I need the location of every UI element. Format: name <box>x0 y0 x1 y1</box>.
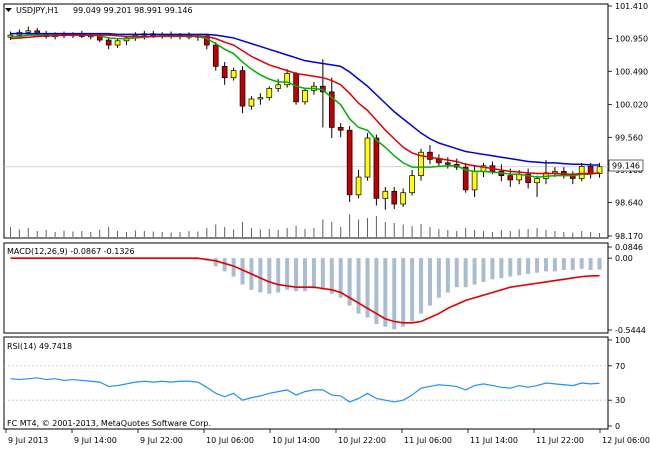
rsi-polyline <box>10 377 600 403</box>
price-pane-frame <box>3 3 609 239</box>
rsi-axis-label: 0 <box>615 422 620 431</box>
candle-body <box>337 127 344 131</box>
macd-axis-label: 0.00 <box>615 254 633 263</box>
ma-slow-line <box>10 32 600 166</box>
rsi-level-lines <box>4 365 608 401</box>
ma-fast-line <box>10 34 600 178</box>
candle-body <box>409 175 415 194</box>
candle-body <box>462 166 469 191</box>
time-axis-label: 9 Jul 14:00 <box>74 436 117 445</box>
candle-body <box>436 158 442 164</box>
candle-body <box>293 73 299 103</box>
candle-body <box>552 171 558 174</box>
price-axis-label: 99.560 <box>615 133 643 142</box>
candle-body <box>328 91 335 128</box>
candle-body <box>534 178 540 184</box>
symbol-title: USDJPY,H1 <box>16 6 59 15</box>
macd-axis-label: 0.0846 <box>615 243 643 252</box>
rsi-line <box>10 377 600 403</box>
macd-histogram <box>204 258 602 330</box>
ma-mid-line <box>10 34 600 175</box>
rsi-axis-label: 70 <box>615 362 625 371</box>
ohlc-readout: 99.049 99.201 98.991 99.146 <box>73 6 193 15</box>
candle-body <box>596 166 603 174</box>
price-axis-label: 98.170 <box>615 232 643 241</box>
candle-body <box>507 175 514 181</box>
current-price-label: 99.146 <box>612 162 640 171</box>
current-price-badge <box>608 159 644 172</box>
time-axis-label: 9 Jul 2013 <box>8 436 48 445</box>
candle-body <box>382 190 389 199</box>
rsi-pane[interactable]: 100 70 30 0 RSI(14) 49.7418 FC MT4, © 2001-… <box>3 336 630 431</box>
candle-body <box>275 84 282 89</box>
price-axis: 101.410100.950100.490100.02099.56099.100… <box>608 2 648 241</box>
time-axis-label: 11 Jul 22:00 <box>536 436 584 445</box>
candle-body <box>105 39 112 46</box>
price-axis-label: 100.020 <box>615 101 648 110</box>
rsi-axis: 100 70 30 0 <box>608 336 630 431</box>
copyright-footer: FC MT4, © 2001-2013, MetaQuotes Software… <box>7 419 211 428</box>
volume-bars <box>9 214 601 237</box>
candle-body <box>578 166 585 179</box>
candle-body <box>221 65 228 79</box>
time-axis-label: 11 Jul 06:00 <box>404 436 452 445</box>
candle-body <box>284 73 290 86</box>
candle-body <box>230 70 237 79</box>
price-axis-label: 100.950 <box>615 35 648 44</box>
time-axis-label: 9 Jul 22:00 <box>140 436 183 445</box>
candle-body <box>346 129 353 196</box>
candle-body <box>25 30 32 33</box>
rsi-pane-frame <box>3 336 609 430</box>
triangle-down-icon[interactable] <box>5 8 12 12</box>
time-axis-label: 12 Jul 06:00 <box>602 436 650 445</box>
time-axis-label: 10 Jul 14:00 <box>272 436 320 445</box>
time-axis-label: 10 Jul 22:00 <box>338 436 386 445</box>
candle-body <box>445 162 451 165</box>
rsi-label: RSI(14) 49.7418 <box>7 342 72 351</box>
macd-signal-polyline <box>10 257 600 324</box>
price-axis-label: 100.490 <box>615 67 648 76</box>
candle-body <box>212 44 219 67</box>
price-axis-label: 101.410 <box>615 2 648 11</box>
time-axis-label: 11 Jul 14:00 <box>470 436 518 445</box>
macd-axis: 0.0846 0.00 -0.5444 <box>608 243 646 335</box>
candlesticks <box>7 26 603 210</box>
candle-body <box>471 171 478 191</box>
time-axis: 9 Jul 2013 9 Jul 14:00 9 Jul 22:00 10 Jul 0… <box>5 429 650 445</box>
time-axis-label: 10 Jul 06:00 <box>206 436 254 445</box>
price-pane[interactable]: 101.410100.950100.490100.02099.56099.100… <box>3 2 648 241</box>
rsi-axis-label: 30 <box>615 396 625 405</box>
macd-axis-label: -0.5444 <box>615 326 646 335</box>
candle-body <box>355 176 362 196</box>
candle-body <box>302 90 308 103</box>
candle-body <box>418 151 424 177</box>
macd-pane[interactable]: 0.0846 0.00 -0.5444 MACD(12,26,9) -0.0867 … <box>3 242 646 335</box>
moving-averages <box>10 32 600 178</box>
rsi-axis-label: 100 <box>615 336 630 345</box>
candle-body <box>525 173 531 184</box>
candle-body <box>400 192 406 205</box>
macd-label: MACD(12,26,9) -0.0867 -0.1326 <box>7 247 135 256</box>
candle-body <box>266 87 273 98</box>
price-axis-label: 98.640 <box>615 199 643 208</box>
candle-body <box>239 70 246 107</box>
candle-body <box>364 137 371 178</box>
candle-body <box>114 40 121 46</box>
candle-body <box>391 190 398 205</box>
macd-signal-line <box>10 257 600 324</box>
candle-body <box>257 97 264 100</box>
candle-body <box>427 151 433 160</box>
candle-body <box>248 98 255 107</box>
candle-body <box>373 137 380 199</box>
candle-body <box>587 166 594 174</box>
